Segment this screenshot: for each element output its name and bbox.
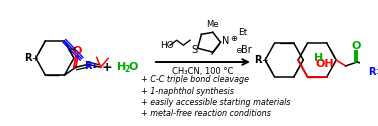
Text: 2: 2 <box>124 65 130 74</box>
Text: R: R <box>84 61 92 71</box>
Text: +: + <box>261 56 268 65</box>
Text: HO: HO <box>161 41 174 50</box>
Text: ✂: ✂ <box>67 46 77 56</box>
Text: + metal-free reaction conditions: + metal-free reaction conditions <box>141 109 271 118</box>
Text: H: H <box>314 53 324 63</box>
Text: R: R <box>25 53 32 63</box>
Text: N: N <box>222 36 230 46</box>
Text: R: R <box>369 67 376 77</box>
Text: +: + <box>102 61 113 74</box>
Text: S: S <box>192 45 198 55</box>
Text: 1: 1 <box>91 63 96 69</box>
Text: OH: OH <box>316 59 334 69</box>
Text: O: O <box>72 46 82 56</box>
Text: Et: Et <box>239 28 248 37</box>
Text: + easily accessible starting materials: + easily accessible starting materials <box>141 98 291 107</box>
Text: O: O <box>352 41 361 51</box>
Text: + C-C triple bond cleavage: + C-C triple bond cleavage <box>141 75 249 84</box>
Text: H: H <box>117 62 126 72</box>
Text: CH₃CN, 100 °C: CH₃CN, 100 °C <box>172 67 233 76</box>
Text: +: + <box>31 54 39 62</box>
Text: 1: 1 <box>375 69 378 75</box>
Text: ⊕: ⊕ <box>230 34 237 43</box>
Text: Br: Br <box>242 45 252 55</box>
Text: + 1-naphthol synthesis: + 1-naphthol synthesis <box>141 87 234 96</box>
Text: O: O <box>128 62 138 72</box>
Text: Me: Me <box>207 20 219 29</box>
Text: ⊖: ⊖ <box>235 46 243 55</box>
Text: R: R <box>254 55 261 65</box>
